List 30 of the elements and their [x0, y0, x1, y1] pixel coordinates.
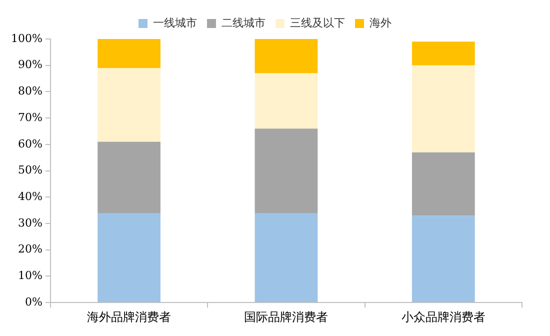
bar — [254, 128, 318, 213]
y-tick-label: 80% — [18, 84, 42, 98]
bar — [412, 42, 475, 66]
bar — [98, 39, 160, 68]
y-tick-label: 70% — [18, 110, 42, 124]
y-tick-label: 0% — [24, 295, 42, 308]
y-tick-label: 60% — [18, 137, 42, 150]
legend-label: 三线及以下 — [290, 16, 345, 30]
y-tick-label: 10% — [18, 269, 42, 282]
y-tick-label: 30% — [18, 216, 42, 230]
bar — [412, 216, 475, 302]
bar — [98, 212, 160, 302]
bar — [254, 73, 318, 129]
y-tick-label: 90% — [18, 58, 42, 72]
legend-label: 二线城市 — [222, 16, 266, 30]
y-tick-label: 50% — [18, 164, 42, 177]
bar — [98, 142, 160, 213]
y-tick-label: 20% — [18, 242, 42, 256]
bar — [412, 65, 475, 152]
bar — [98, 68, 160, 142]
y-tick-label: 40% — [18, 190, 42, 204]
legend-label: 一线城市 — [153, 16, 197, 30]
x-tick-label: 海外品牌消费者 — [87, 310, 172, 324]
y-tick-label: 100% — [10, 32, 42, 45]
bar — [254, 39, 318, 74]
x-tick-label: 国际品牌消费者 — [244, 310, 328, 324]
bar — [254, 212, 318, 302]
bar — [412, 152, 475, 216]
legend-label: 海外 — [370, 16, 392, 30]
x-tick-label: 小众品牌消费者 — [401, 310, 486, 324]
